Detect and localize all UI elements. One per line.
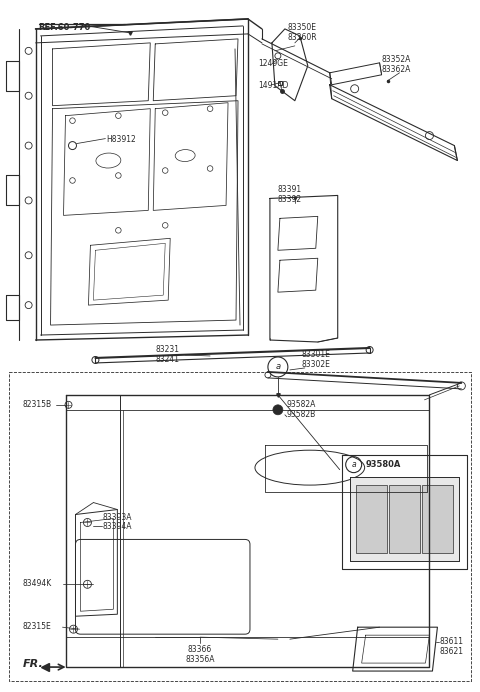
Text: 83356A: 83356A [185, 655, 215, 664]
Text: a: a [276, 363, 280, 372]
Text: 83391: 83391 [278, 185, 302, 194]
Text: H83912: H83912 [107, 135, 136, 144]
Bar [350, 477, 459, 561]
Text: 93580A: 93580A [366, 459, 401, 468]
Text: 83301E: 83301E [302, 350, 331, 359]
Text: 83350E: 83350E [288, 23, 317, 32]
Text: 83302E: 83302E [302, 360, 331, 369]
Text: 83611: 83611 [439, 637, 463, 646]
Text: 83352A: 83352A [382, 55, 411, 64]
Text: 83362A: 83362A [382, 65, 411, 74]
Text: 83393A: 83393A [102, 513, 132, 522]
Text: 83621: 83621 [439, 647, 463, 656]
Text: 1491AD: 1491AD [258, 81, 288, 90]
Text: FR.: FR. [23, 659, 43, 669]
Text: 83241: 83241 [155, 355, 179, 364]
Bar [422, 484, 454, 554]
Circle shape [273, 405, 283, 415]
Bar [389, 484, 420, 554]
Text: 93582B: 93582B [287, 410, 316, 419]
Text: 82315E: 82315E [23, 622, 51, 631]
Text: 82315B: 82315B [23, 400, 52, 409]
Text: 83394A: 83394A [102, 522, 132, 531]
Text: 83494K: 83494K [23, 579, 52, 588]
Bar [356, 484, 387, 554]
Text: 83360R: 83360R [288, 33, 317, 42]
Text: 1249GE: 1249GE [258, 59, 288, 68]
Text: a: a [351, 460, 356, 469]
Text: 93582A: 93582A [287, 400, 316, 409]
Text: 83366: 83366 [188, 645, 212, 654]
Text: REF.60-770: REF.60-770 [38, 23, 91, 32]
Text: 83392: 83392 [278, 195, 302, 204]
Text: 83231: 83231 [155, 345, 179, 354]
